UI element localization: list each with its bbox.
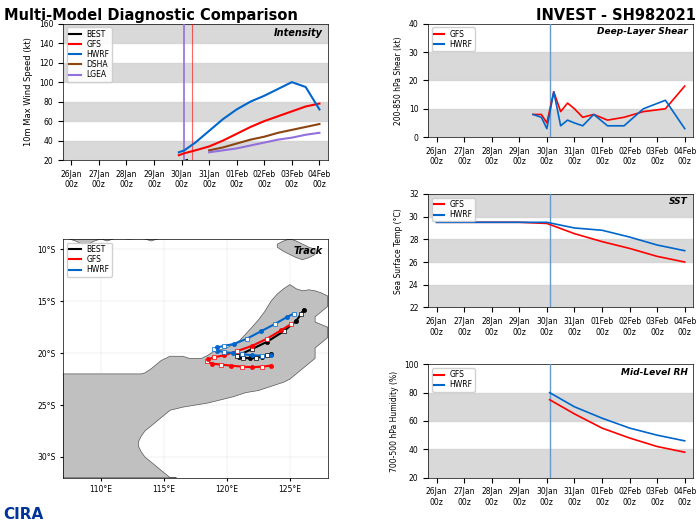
Legend: GFS, HWRF: GFS, HWRF [432,368,475,392]
Y-axis label: 200-850 hPa Shear (kt): 200-850 hPa Shear (kt) [394,36,403,125]
Bar [63,141,328,160]
Text: Mid-Level RH: Mid-Level RH [621,368,687,376]
Text: Track: Track [293,246,323,256]
Bar [63,102,328,121]
Text: CIRA: CIRA [4,507,43,522]
Polygon shape [277,239,315,260]
Polygon shape [69,211,161,244]
Bar [428,194,693,217]
Text: Intensity: Intensity [274,28,323,38]
Y-axis label: Sea Surface Temp (°C): Sea Surface Temp (°C) [394,208,403,293]
Y-axis label: 10m Max Wind Speed (kt): 10m Max Wind Speed (kt) [25,37,33,146]
Bar [428,449,693,478]
Bar [428,239,693,262]
Text: Multi-Model Diagnostic Comparison: Multi-Model Diagnostic Comparison [4,8,298,23]
Y-axis label: 700-500 hPa Humidity (%): 700-500 hPa Humidity (%) [389,371,398,471]
Text: Deep-Layer Shear: Deep-Layer Shear [597,27,687,36]
Bar [428,52,693,80]
Legend: BEST, GFS, HWRF: BEST, GFS, HWRF [66,243,112,277]
Legend: GFS, HWRF: GFS, HWRF [432,198,475,222]
Text: SST: SST [669,197,687,206]
Legend: BEST, GFS, HWRF, DSHA, LGEA: BEST, GFS, HWRF, DSHA, LGEA [66,27,112,81]
Bar [63,24,328,43]
Legend: GFS, HWRF: GFS, HWRF [432,27,475,51]
Bar [428,109,693,137]
Polygon shape [63,285,328,478]
Bar [63,62,328,82]
Text: INVEST - SH982021: INVEST - SH982021 [536,8,696,23]
Bar [428,393,693,421]
Bar [428,285,693,308]
